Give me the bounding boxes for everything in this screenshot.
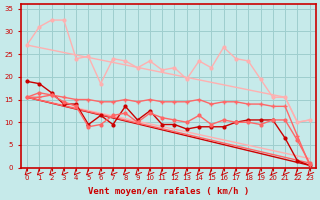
- X-axis label: Vent moyen/en rafales ( km/h ): Vent moyen/en rafales ( km/h ): [88, 187, 249, 196]
